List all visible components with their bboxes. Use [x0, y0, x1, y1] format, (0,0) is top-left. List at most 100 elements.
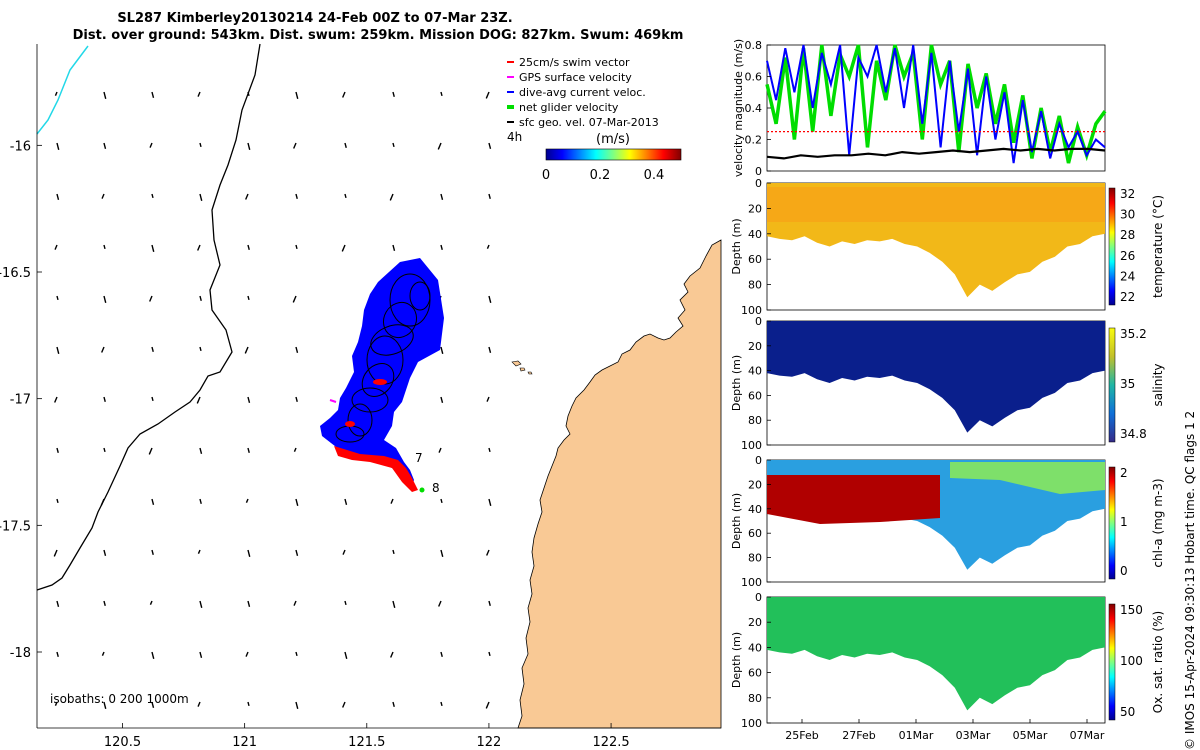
- velocity-arrow: [148, 447, 153, 455]
- velocity-arrow: [103, 91, 107, 99]
- section-colorbar-tick: 1: [1120, 515, 1128, 529]
- velocity-arrow: [344, 498, 348, 505]
- velocity-arrow: [101, 651, 105, 656]
- velocity-arrow: [245, 193, 249, 200]
- section-ytick-label: 20: [748, 340, 762, 353]
- velocity-arrow: [196, 396, 201, 404]
- qc-note: © IMOS 15-Apr-2024 09:30:13 Hobart time.…: [1183, 411, 1197, 750]
- velocity-arrow: [103, 396, 106, 403]
- velocity-arrow: [438, 447, 442, 453]
- velocity-arrow: [199, 346, 202, 352]
- section-ytick-label: 100: [741, 717, 762, 730]
- temp-warm-layer: [767, 187, 1105, 222]
- velocity-arrow: [247, 396, 251, 403]
- section-colorbar-label: Ox. sat. ratio (%): [1151, 611, 1165, 713]
- velocity-arrow: [295, 346, 299, 353]
- velocity-arrow: [295, 701, 299, 709]
- section-colorbar: [1108, 187, 1116, 306]
- velocity-arrow: [440, 346, 444, 354]
- velocity-ytick-label: 0.6: [745, 71, 763, 84]
- section-ytick-label: 40: [748, 503, 762, 516]
- legend-geo: sfc geo. vel. 07-Mar-2013: [519, 116, 659, 129]
- velocity-arrow: [56, 498, 59, 504]
- colorbar-gradient: [545, 148, 682, 161]
- velocity-arrow: [151, 396, 154, 402]
- glider-track-blue: [320, 258, 444, 486]
- legend-4h: 4h: [507, 130, 522, 144]
- velocity-arrow: [56, 651, 59, 658]
- section-colorbar-tick: 28: [1120, 228, 1135, 242]
- glider-track-loops: [335, 273, 431, 443]
- velocity-arrow: [197, 701, 201, 707]
- section-ytick-label: 100: [741, 439, 762, 452]
- map-panel: 7 8 25cm/s swim vector GPS surface veloc…: [0, 43, 722, 750]
- velocity-arrow: [103, 244, 106, 250]
- section-colorbar-label: temperature (°C): [1151, 195, 1165, 298]
- velocity-arrow: [103, 295, 107, 303]
- velocity-arrow: [392, 549, 395, 555]
- velocity-arrow: [440, 193, 444, 200]
- section-colorbar: [1108, 603, 1116, 721]
- chl-mid-region: [950, 462, 1105, 494]
- velocity-arrow: [341, 244, 346, 252]
- velocity-arrow: [344, 651, 348, 659]
- velocity-arrow: [56, 295, 59, 301]
- velocity-arrow: [486, 396, 490, 402]
- velocity-ylabel: velocity magnitude (m/s): [732, 39, 745, 177]
- velocity-arrow: [197, 91, 201, 97]
- velocity-arrow: [488, 498, 492, 506]
- velocity-arrow: [488, 346, 492, 353]
- velocity-arrow: [247, 447, 250, 454]
- velocity-arrow: [342, 549, 346, 555]
- velocity-arrow: [438, 600, 442, 607]
- section-colorbar-tick: 34.8: [1120, 427, 1147, 441]
- velocity-arrow: [199, 447, 203, 454]
- section-ytick-label: 40: [748, 365, 762, 378]
- velocity-arrow: [488, 142, 492, 149]
- velocity-arrow: [199, 600, 203, 608]
- section-ylabel: Depth (m): [730, 218, 743, 274]
- velocity-arrow: [103, 600, 106, 607]
- map-xtick-label: 121.5: [348, 735, 385, 750]
- velocity-arrow: [247, 244, 250, 251]
- velocity-arrow: [440, 396, 444, 403]
- velocity-arrow: [342, 91, 346, 98]
- section-xtick-label: 07Mar: [1070, 729, 1105, 742]
- section-colorbar-tick: 30: [1120, 208, 1135, 222]
- annotation-7: 7: [415, 451, 423, 465]
- section-colorbar-tick: 32: [1120, 187, 1135, 201]
- velocity-arrow: [485, 701, 490, 709]
- velocity-arrow: [199, 498, 202, 505]
- map-ytick-label: -16.5: [0, 266, 31, 281]
- section-ytick-label: 100: [741, 304, 762, 317]
- velocity-arrow: [149, 295, 153, 302]
- section-colorbar-tick: 50: [1120, 705, 1135, 719]
- velocity-arrow: [247, 91, 250, 97]
- velocity-arrow: [199, 651, 203, 658]
- velocity-arrow: [344, 600, 347, 606]
- colorbar-tick-label: 0.2: [590, 168, 611, 183]
- velocity-arrow: [247, 295, 250, 301]
- velocity-arrow: [197, 244, 201, 251]
- section-ytick-label: 0: [755, 591, 762, 604]
- velocity-arrow: [199, 295, 202, 302]
- velocity-arrow: [342, 701, 346, 708]
- section-colorbar-tick: 24: [1120, 269, 1135, 283]
- section-panel: 0 20 40 60 80 100 Depth (m) 35.2 35 34.8 salinity: [730, 315, 1165, 452]
- map-ytick-label: -16: [10, 139, 31, 154]
- isobaths-label: isobaths: 0 200 1000m: [50, 692, 189, 706]
- velocity-arrow: [440, 244, 443, 251]
- velocity-arrow: [103, 447, 106, 453]
- section-ylabel: Depth (m): [730, 355, 743, 411]
- velocity-arrow: [151, 498, 155, 505]
- section-ytick-label: 80: [748, 414, 762, 427]
- velocity-arrow: [440, 498, 443, 504]
- legend-gps: GPS surface velocity: [519, 71, 632, 84]
- velocity-arrow: [295, 498, 299, 506]
- velocity-arrow: [344, 193, 347, 199]
- velocity-arrow: [488, 600, 491, 607]
- map-ytick-label: -17: [10, 393, 31, 408]
- section-colorbar-tick: 2: [1120, 466, 1128, 480]
